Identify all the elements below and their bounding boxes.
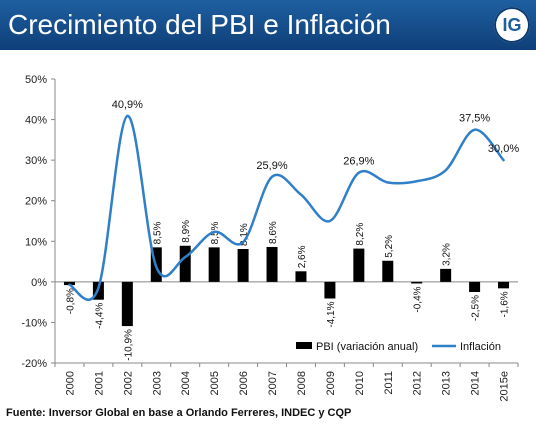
bar-pbi xyxy=(324,281,336,299)
x-tick-label: 2002 xyxy=(122,371,134,395)
bar-pbi xyxy=(237,248,249,282)
bar-data-label: -1,6% xyxy=(500,291,511,317)
bar-data-label: -4,1% xyxy=(326,301,337,327)
x-tick-label: 2007 xyxy=(267,371,279,395)
bar-pbi xyxy=(498,281,510,289)
bar-pbi xyxy=(440,268,452,282)
bar-pbi xyxy=(179,245,191,282)
bar-data-label: -2,5% xyxy=(471,295,482,321)
header-bar: Crecimiento del PBI e Inflación IG xyxy=(0,0,536,50)
page-title: Crecimiento del PBI e Inflación xyxy=(8,9,391,40)
x-tick-label: 2015e xyxy=(499,371,511,402)
x-tick-label: 2010 xyxy=(354,371,366,395)
bar-pbi xyxy=(208,247,220,282)
y-tick-label: 30% xyxy=(25,155,47,167)
bar-pbi xyxy=(353,248,365,282)
line-data-label: 37,5% xyxy=(459,113,490,125)
bar-pbi xyxy=(411,281,423,284)
x-tick-label: 2009 xyxy=(325,371,337,395)
bar-data-label: -10,9% xyxy=(123,329,134,361)
legend-label-pbi: PBI (variación anual) xyxy=(316,341,418,353)
x-tick-label: 2004 xyxy=(180,371,192,395)
bar-pbi xyxy=(121,281,133,327)
bar-data-label: 5,2% xyxy=(384,235,395,258)
bar-pbi xyxy=(382,260,394,282)
bar-data-label: -0,8% xyxy=(65,288,76,314)
line-data-label: 26,9% xyxy=(343,156,374,168)
y-tick-label: 10% xyxy=(25,236,47,248)
y-tick-label: 40% xyxy=(25,115,47,127)
bar-pbi xyxy=(266,246,278,282)
bar-data-label: -4,4% xyxy=(94,303,105,329)
x-tick-label: 2001 xyxy=(93,371,105,395)
bar-data-label: 3,2% xyxy=(442,243,453,266)
x-tick-label: 2012 xyxy=(412,371,424,395)
y-tick-label: 20% xyxy=(25,196,47,208)
x-tick-label: 2000 xyxy=(64,371,76,395)
chart: -20% -10% 0% 10% 20% 30% 40% 50% 2000 2001 2002 200… xyxy=(21,74,519,402)
x-tick-label: 2014 xyxy=(470,371,482,395)
x-tick-label: 2008 xyxy=(296,371,308,395)
bar-data-label: 8,2% xyxy=(355,223,366,246)
y-tick-label: -10% xyxy=(21,317,47,329)
x-tick-label: 2011 xyxy=(383,371,395,395)
x-tick-label: 2005 xyxy=(209,371,221,395)
bar-pbi xyxy=(295,271,307,282)
line-data-label: 40,9% xyxy=(112,99,143,111)
logo-text: IG xyxy=(502,15,522,35)
bar-data-label: -0,4% xyxy=(413,286,424,312)
bar-data-label: 8,5% xyxy=(152,221,163,244)
line-data-label: 25,9% xyxy=(256,160,287,172)
x-tick-label: 2013 xyxy=(441,371,453,395)
bar-data-label: 2,6% xyxy=(297,245,308,268)
bar-data-label: 8,6% xyxy=(268,221,279,244)
bar-data-label: 8,9% xyxy=(181,220,192,243)
legend-label-inflacion: Inflación xyxy=(460,341,501,353)
x-tick-label: 2006 xyxy=(238,371,250,395)
y-tick-label: -20% xyxy=(21,358,47,370)
y-tick-label: 0% xyxy=(31,277,47,289)
bar-data-label: 8,1% xyxy=(239,223,250,246)
legend-swatch-pbi xyxy=(296,342,312,349)
line-data-label: 30,0% xyxy=(488,143,519,155)
x-tick-label: 2003 xyxy=(151,371,163,395)
bar-pbi xyxy=(469,281,481,292)
ig-logo: IG xyxy=(494,7,530,43)
source-note: Fuente: Inversor Global en base a Orland… xyxy=(6,407,352,419)
inflation-line xyxy=(68,114,505,301)
y-tick-label: 50% xyxy=(25,74,47,86)
